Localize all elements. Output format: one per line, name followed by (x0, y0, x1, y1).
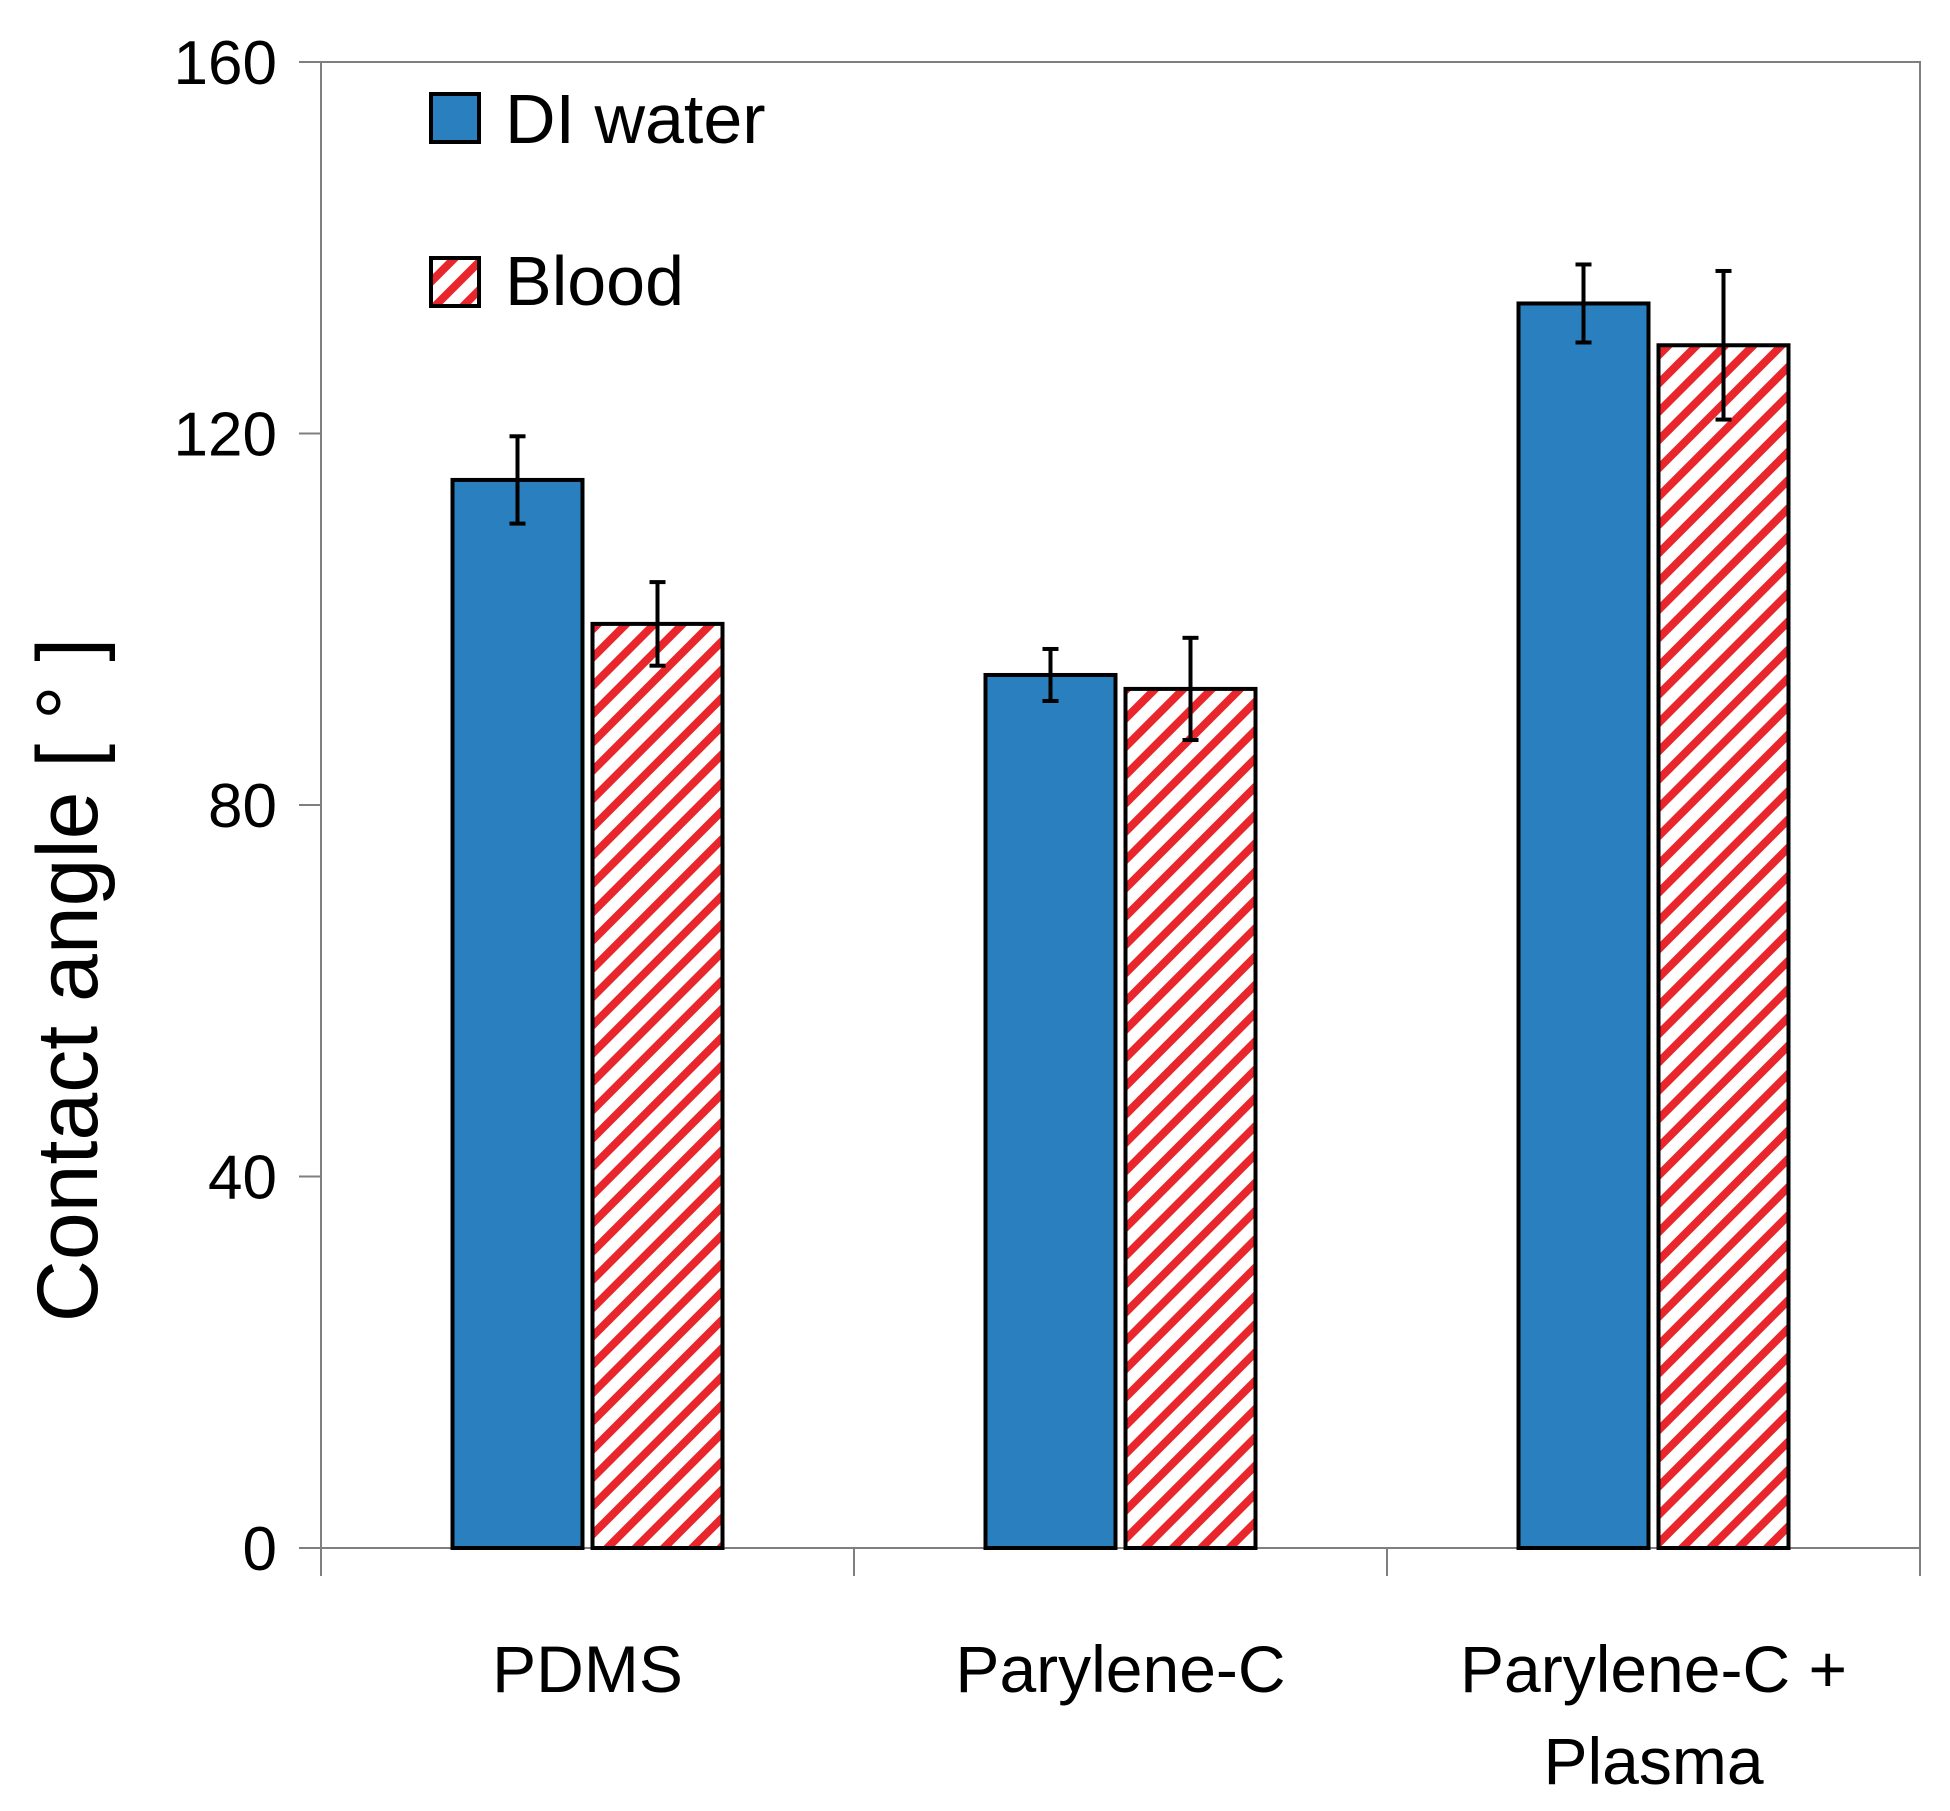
bar-blood (1123, 686, 1258, 1550)
bar-blood (1656, 343, 1791, 1550)
bar-di-water (450, 477, 585, 1550)
x-category-label: Parylene-C + Plasma (1460, 1632, 1847, 1798)
bar-di-water (983, 672, 1118, 1550)
legend-swatch-blood (429, 256, 481, 308)
x-category-label: Parylene-C (955, 1632, 1285, 1706)
legend-label-di-water: DI water (505, 80, 766, 158)
bar-blood (590, 621, 725, 1550)
y-tick-label: 0 (243, 1515, 277, 1584)
legend-label-blood: Blood (505, 242, 684, 320)
x-category-label: PDMS (492, 1632, 683, 1706)
bars-group (450, 301, 1791, 1551)
y-axis: 0 40 80 120 160 (174, 29, 321, 1584)
y-tick-label: 160 (174, 29, 277, 98)
bar-di-water (1516, 301, 1651, 1551)
y-tick-label: 40 (208, 1144, 277, 1213)
y-tick-label: 120 (174, 401, 277, 470)
legend: DI water Blood (429, 80, 766, 320)
error-bars-group (509, 262, 1732, 742)
y-axis-title: Contact angle [ ° ] (20, 638, 116, 1323)
x-axis: PDMS Parylene-C Parylene-C + Plasma (320, 1548, 1921, 1798)
legend-swatch-di-water (429, 92, 481, 144)
y-tick-label: 80 (208, 772, 277, 841)
